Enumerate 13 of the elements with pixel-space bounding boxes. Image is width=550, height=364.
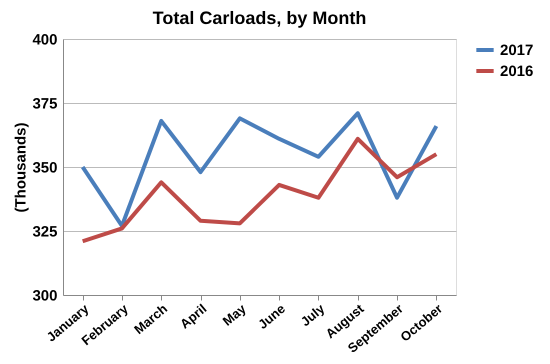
x-tick-label: July (298, 300, 328, 330)
line-series (80, 136, 438, 244)
y-tick-label: 375 (32, 96, 58, 112)
y-tick-label: 400 (32, 32, 58, 48)
legend-label: 2017 (500, 42, 534, 59)
legend-label: 2016 (500, 63, 534, 80)
y-tick-label: 300 (32, 288, 58, 304)
x-tick-label: May (220, 300, 250, 329)
y-tick-label: 350 (32, 160, 58, 176)
line-series (80, 111, 438, 228)
chart-title: Total Carloads, by Month (152, 8, 366, 28)
y-axis-title: (Thousands) (12, 122, 30, 212)
y-tick-label: 325 (32, 224, 58, 240)
